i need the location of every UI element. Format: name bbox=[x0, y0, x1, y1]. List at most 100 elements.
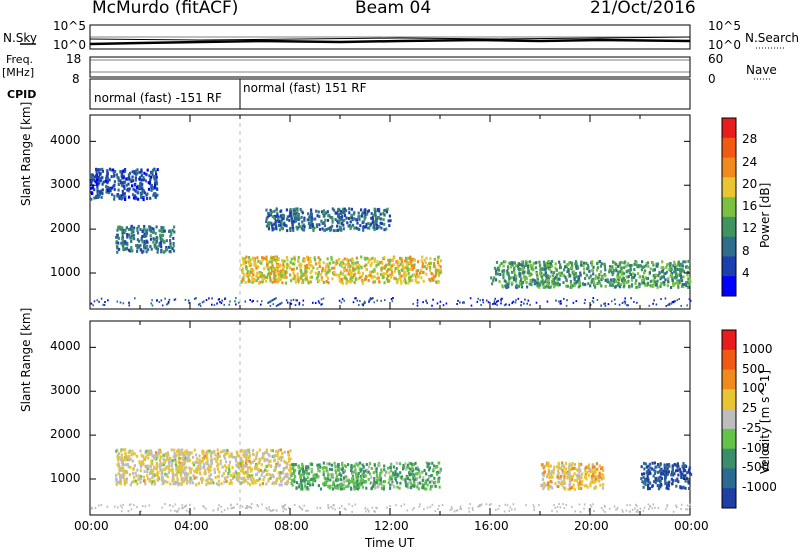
heatmap-cell bbox=[669, 267, 672, 271]
heatmap-cell bbox=[281, 222, 284, 226]
heatmap-cell bbox=[144, 179, 148, 183]
heatmap-cell bbox=[361, 212, 364, 216]
heatmap-cell bbox=[353, 470, 356, 474]
heatmap-cell bbox=[342, 261, 345, 265]
heatmap-cell bbox=[132, 179, 135, 183]
heatmap-cell bbox=[139, 463, 142, 467]
heatmap-cell bbox=[529, 263, 532, 267]
heatmap-cell bbox=[551, 475, 554, 479]
heatmap-cell bbox=[151, 304, 154, 307]
heatmap-cell bbox=[123, 187, 126, 191]
heatmap-cell bbox=[342, 471, 345, 474]
heatmap-cell bbox=[176, 477, 179, 480]
heatmap-cell bbox=[115, 473, 118, 477]
heatmap-cell bbox=[183, 468, 186, 472]
heatmap-cell bbox=[528, 260, 532, 264]
heatmap-cell bbox=[659, 277, 662, 281]
heatmap-cell bbox=[161, 475, 164, 479]
heatmap-cell bbox=[119, 170, 122, 173]
heatmap-cell bbox=[568, 464, 571, 468]
heatmap-cell bbox=[148, 472, 152, 475]
heatmap-cell bbox=[259, 271, 262, 275]
heatmap-cell bbox=[601, 486, 604, 490]
heatmap-cell bbox=[334, 486, 337, 490]
heatmap-cell bbox=[347, 279, 350, 283]
heatmap-cell bbox=[416, 304, 419, 307]
heatmap-cell bbox=[251, 268, 254, 272]
heatmap-cell bbox=[676, 280, 679, 284]
heatmap-cell bbox=[597, 279, 601, 283]
colorbar-swatch bbox=[722, 448, 736, 469]
heatmap-cell bbox=[688, 487, 691, 490]
heatmap-cell bbox=[409, 478, 412, 482]
heatmap-cell bbox=[437, 255, 440, 259]
heatmap-cell bbox=[399, 263, 402, 266]
heatmap-cell bbox=[604, 274, 607, 278]
heatmap-cell bbox=[171, 479, 174, 483]
heatmap-cell bbox=[550, 260, 553, 263]
heatmap-cell bbox=[462, 301, 464, 304]
heatmap-cell bbox=[513, 266, 516, 270]
heatmap-cell bbox=[356, 227, 359, 231]
heatmap-cell bbox=[601, 476, 604, 480]
heatmap-cell bbox=[672, 270, 675, 274]
heatmap-cell bbox=[322, 473, 325, 477]
heatmap-cell bbox=[265, 224, 269, 228]
heatmap-cell bbox=[599, 483, 602, 487]
heatmap-cell bbox=[538, 272, 542, 276]
heatmap-cell bbox=[547, 468, 551, 472]
heatmap-cell bbox=[532, 261, 535, 265]
heatmap-cell bbox=[661, 270, 664, 274]
colorbar-tick-label: 16 bbox=[742, 199, 758, 213]
heatmap-cell bbox=[285, 256, 288, 259]
heatmap-cell bbox=[545, 475, 549, 479]
heatmap-cell bbox=[192, 463, 195, 467]
heatmap-cell bbox=[165, 474, 168, 478]
heatmap-cell bbox=[297, 258, 300, 262]
heatmap-cell bbox=[622, 281, 626, 285]
heatmap-cell bbox=[136, 482, 139, 486]
heatmap-cell bbox=[647, 264, 650, 268]
heatmap-cell bbox=[647, 472, 650, 476]
heatmap-cell bbox=[584, 469, 587, 473]
heatmap-cell bbox=[288, 463, 292, 467]
heatmap-cell bbox=[146, 240, 149, 244]
heatmap-cell bbox=[137, 478, 140, 482]
heatmap-cell bbox=[281, 215, 285, 219]
heatmap-cell bbox=[624, 300, 627, 303]
heatmap-cell bbox=[180, 476, 183, 480]
heatmap-cell bbox=[542, 474, 545, 478]
heatmap-cell bbox=[676, 465, 679, 469]
heatmap-cell bbox=[393, 269, 396, 273]
heatmap-cell bbox=[380, 217, 383, 221]
heatmap-cell bbox=[405, 261, 408, 265]
heatmap-cell bbox=[608, 270, 611, 274]
heatmap-cell bbox=[171, 477, 174, 481]
heatmap-cell bbox=[283, 507, 286, 510]
heatmap-cell bbox=[539, 264, 542, 268]
heatmap-cell bbox=[286, 461, 289, 465]
heatmap-cell bbox=[613, 279, 616, 283]
heatmap-cell bbox=[638, 282, 641, 286]
heatmap-cell bbox=[334, 478, 338, 482]
heatmap-cell bbox=[426, 506, 429, 509]
heatmap-cell bbox=[162, 226, 165, 230]
heatmap-cell bbox=[156, 247, 159, 251]
heatmap-cell bbox=[271, 264, 274, 268]
heatmap-cell bbox=[337, 221, 340, 225]
heatmap-cell bbox=[262, 470, 265, 473]
heatmap-cell bbox=[246, 507, 249, 510]
heatmap-cell bbox=[159, 240, 162, 244]
heatmap-cell bbox=[415, 275, 418, 279]
heatmap-cell bbox=[280, 456, 283, 459]
heatmap-cell bbox=[334, 263, 338, 266]
heatmap-cell bbox=[133, 226, 136, 230]
heatmap-cell bbox=[319, 258, 322, 262]
heatmap-cell bbox=[355, 297, 357, 300]
heatmap-cell bbox=[111, 193, 114, 197]
heatmap-cell bbox=[152, 175, 155, 179]
heatmap-cell bbox=[370, 487, 373, 491]
heatmap-cell bbox=[246, 469, 249, 473]
heatmap-cell bbox=[265, 448, 268, 452]
heatmap-cell bbox=[148, 479, 151, 483]
